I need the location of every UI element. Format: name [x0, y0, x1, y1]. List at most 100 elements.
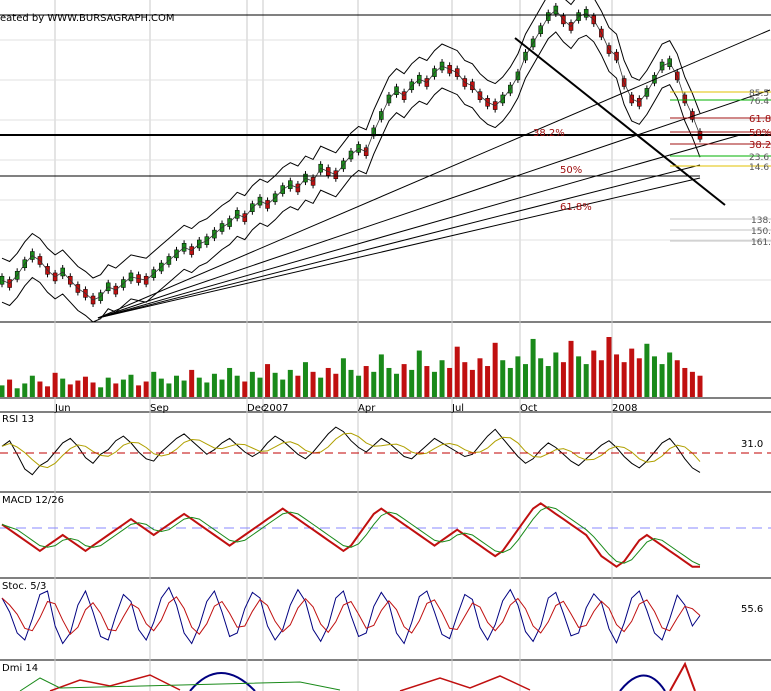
fib-extension-label: 138.2	[751, 216, 771, 226]
volume-bar	[371, 371, 377, 397]
volume-bar	[105, 377, 111, 397]
volume-bar	[363, 366, 369, 397]
volume-bar	[128, 374, 134, 397]
volume-bar	[674, 360, 680, 397]
dmi-panel	[19, 661, 696, 691]
volume-bar	[629, 348, 635, 397]
volume-bar	[667, 352, 673, 397]
volume-bar	[340, 358, 346, 397]
volume-bar	[227, 367, 233, 397]
volume-bar	[507, 367, 513, 397]
rsi-line	[1, 426, 701, 476]
volume-bar	[538, 358, 544, 397]
volume-bar	[257, 377, 263, 397]
volume-bar	[67, 384, 73, 397]
volume-bar	[287, 369, 293, 397]
volume-bar	[333, 373, 339, 397]
fan-line	[97, 164, 701, 319]
volume-bar	[439, 360, 445, 397]
volume-bar	[272, 372, 278, 397]
fan-line	[97, 134, 741, 319]
volume-bar	[689, 371, 695, 397]
volume-bar	[492, 342, 498, 397]
volume-bar	[143, 381, 149, 397]
price-panel	[0, 0, 771, 323]
volume-bar	[174, 375, 179, 397]
volume-bar	[530, 338, 536, 397]
volume-bar	[60, 378, 66, 397]
x-tick-label: Jul	[451, 403, 464, 414]
volume-bar	[7, 379, 13, 397]
volume-bar	[401, 364, 407, 397]
volume-bar	[14, 388, 20, 397]
volume-bar	[598, 360, 604, 397]
fan-line	[97, 177, 701, 319]
volume-bar	[606, 337, 612, 397]
fan-line	[97, 89, 771, 319]
volume-bar	[614, 354, 620, 397]
fib-retracement-label: 50%	[560, 165, 582, 176]
fib-retracement-label: 38.2%	[533, 128, 565, 139]
fan-line	[97, 29, 771, 319]
volume-bar	[90, 382, 96, 397]
volume-bar	[416, 350, 422, 397]
volume-bar	[280, 379, 286, 397]
fib-level-label: 50%	[749, 128, 771, 139]
volume-bar	[553, 352, 559, 397]
rsi-signal-line	[1, 432, 701, 469]
volume-bar	[113, 383, 119, 397]
x-tick-label: Sep	[150, 403, 169, 414]
trend-line	[514, 37, 726, 206]
volume-bar	[45, 386, 51, 397]
volume-bar	[37, 381, 43, 397]
fib-level-label: 85.5	[749, 89, 769, 99]
volume-bar	[469, 369, 475, 397]
volume-bar	[583, 364, 589, 397]
dmi-minus-line	[669, 661, 696, 691]
volume-bar	[682, 367, 688, 397]
volume-bar	[454, 346, 460, 397]
x-tick-label: Dec	[247, 403, 266, 414]
volume-bar	[697, 375, 703, 397]
fib-level-label: 23.6	[749, 153, 769, 163]
dmi-minus-line	[399, 675, 531, 691]
volume-bar	[644, 343, 650, 397]
volume-bar	[651, 356, 657, 397]
macd-label: MACD 12/26	[2, 495, 64, 506]
volume-bar	[621, 362, 627, 397]
volume-bar	[409, 369, 415, 397]
volume-bar	[485, 366, 491, 397]
volume-bar	[219, 379, 225, 397]
fib-level-label: 61.8	[749, 114, 771, 125]
volume-bar	[22, 383, 28, 397]
stoch-d-line	[1, 596, 701, 636]
volume-bar	[82, 376, 88, 397]
volume-bar	[431, 371, 437, 397]
macd-panel	[0, 502, 771, 568]
x-tick-label: Oct	[520, 403, 537, 414]
volume-bar	[0, 385, 5, 397]
volume-bar	[265, 364, 271, 397]
volume-bar	[204, 382, 210, 397]
volume-bar	[295, 375, 301, 397]
volume-bar	[302, 362, 308, 397]
volume-bar	[576, 356, 582, 397]
volume-bar	[636, 358, 642, 397]
volume-bar	[568, 340, 574, 397]
dmi-label: Dmi 14	[2, 663, 38, 674]
macd-signal-line	[1, 506, 701, 566]
rsi-level-value: 31.0	[741, 439, 763, 450]
fib-level-label: 38.2	[749, 140, 771, 151]
volume-bar	[151, 371, 157, 397]
lower-band	[1, 31, 701, 323]
rsi-panel	[0, 426, 771, 476]
stoch-level-value: 55.6	[741, 604, 763, 615]
volume-bar	[249, 371, 255, 397]
volume-bar	[447, 367, 453, 397]
volume-bar	[394, 373, 400, 397]
volume-bar	[386, 367, 392, 397]
rsi-label: RSI 13	[2, 414, 34, 425]
x-tick-label: Apr	[358, 403, 376, 414]
